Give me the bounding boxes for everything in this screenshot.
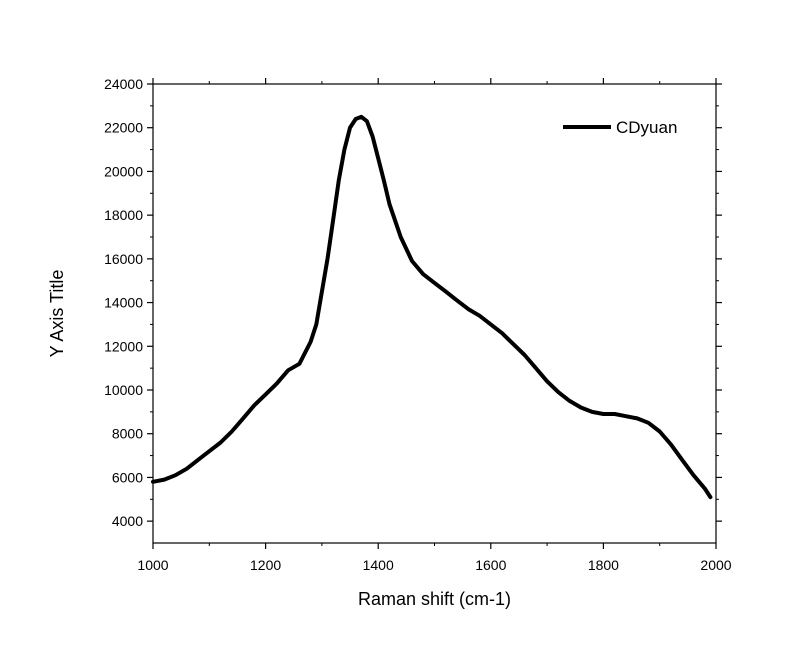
x-tick-label: 1600 (475, 557, 506, 573)
y-tick-label: 24000 (104, 76, 143, 92)
y-tick-label: 8000 (112, 426, 143, 442)
series-line-cdyuan (151, 114, 713, 500)
x-tick-label: 1200 (250, 557, 281, 573)
y-tick-label: 12000 (104, 338, 143, 354)
x-tick-label: 1000 (137, 557, 168, 573)
x-axis-title: Raman shift (cm-1) (358, 589, 511, 609)
y-tick-label: 16000 (104, 251, 143, 267)
plot-frame (152, 83, 717, 544)
y-tick-label: 6000 (112, 469, 143, 485)
legend-label-cdyuan: CDyuan (616, 118, 677, 137)
legend: CDyuan (563, 118, 677, 137)
y-tick-label: 10000 (104, 382, 143, 398)
y-tick-label: 18000 (104, 207, 143, 223)
y-tick-label: 14000 (104, 295, 143, 311)
y-tick-label: 22000 (104, 120, 143, 136)
x-tick-label: 1400 (363, 557, 394, 573)
y-tick-label: 4000 (112, 513, 143, 529)
x-tick-label: 2000 (700, 557, 731, 573)
y-tick-label: 20000 (104, 163, 143, 179)
y-axis-title: Y Axis Title (47, 270, 67, 358)
axes: 1000 1200 1400 1600 1800 2000 4000 6000 8000 1000… (104, 76, 732, 573)
series-layer (151, 114, 713, 500)
x-tick-label: 1800 (588, 557, 619, 573)
